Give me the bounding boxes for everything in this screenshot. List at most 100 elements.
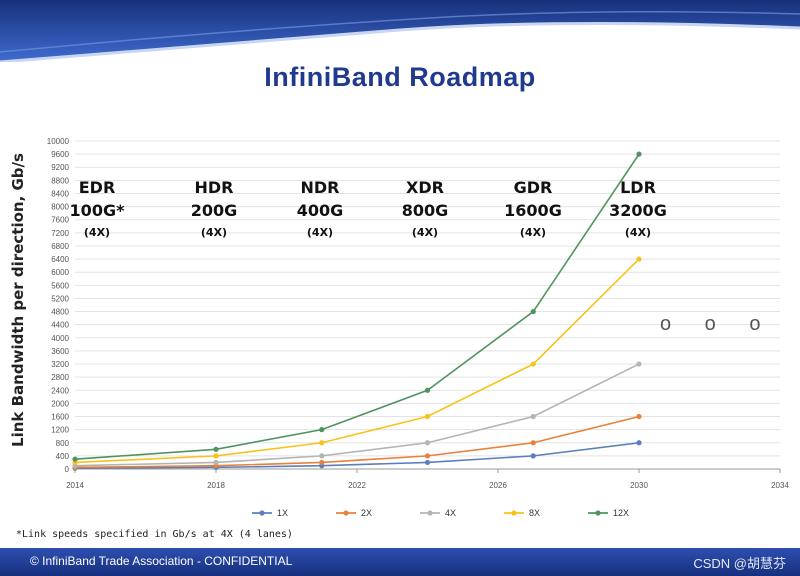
generation-lanes: (4X) — [624, 226, 652, 239]
data-point-4X — [319, 453, 325, 459]
generation-name: LDR — [620, 178, 656, 197]
series-line-4X — [74, 363, 640, 467]
generation-lanes: (4X) — [519, 226, 547, 239]
data-point-8X — [424, 413, 431, 420]
chart-title: InfiniBand Roadmap — [264, 62, 536, 92]
generation-speed: 800G — [401, 201, 449, 220]
generation-lanes: (4X) — [411, 226, 439, 239]
legend-label-2X: 2X — [361, 508, 372, 518]
y-tick-label: 9200 — [51, 163, 69, 172]
series-line-12X — [74, 153, 640, 460]
y-tick-label: 2400 — [51, 386, 69, 395]
data-point-12X — [213, 446, 219, 452]
legend-label-8X: 8X — [529, 508, 540, 518]
generation-ndr: NDR 400G (4X) — [285, 177, 355, 243]
data-point-4X — [636, 361, 642, 367]
y-tick-label: 7600 — [51, 216, 69, 225]
generation-name: GDR — [513, 178, 553, 197]
x-tick-label: 2026 — [489, 481, 507, 490]
y-tick-label: 4000 — [51, 334, 69, 343]
data-point-1X — [530, 453, 536, 459]
watermark: CSDN @胡慧芬 — [693, 556, 786, 571]
x-axis: 2014 2018 2022 2026 2030 2034 — [66, 468, 789, 490]
generation-name: NDR — [300, 178, 340, 197]
legend-marker-2X — [343, 510, 349, 516]
generation-speed: 100G* — [69, 201, 125, 220]
y-tick-label: 5200 — [51, 294, 69, 303]
y-tick-label: 9600 — [51, 150, 69, 159]
data-point-8X — [636, 256, 642, 262]
y-tick-label: 8800 — [51, 176, 69, 185]
y-tick-label: 3600 — [51, 347, 69, 356]
generation-ldr: LDR 3200G (4X) — [603, 177, 673, 243]
legend-label-12X: 12X — [613, 508, 629, 518]
y-tick-label: 7200 — [51, 229, 69, 238]
footer-text: © InfiniBand Trade Association - CONFIDE… — [30, 554, 293, 568]
y-tick-label: 0 — [65, 465, 70, 474]
y-tick-label: 8400 — [51, 189, 69, 198]
data-point-12X — [530, 308, 536, 315]
y-tick-label: 6400 — [51, 255, 69, 264]
generation-xdr: XDR 800G (4X) — [390, 177, 460, 243]
y-tick-label: 4800 — [51, 308, 69, 317]
y-tick-label: 5600 — [51, 281, 69, 290]
generation-speed: 1600G — [504, 201, 562, 220]
generation-name: HDR — [194, 178, 234, 197]
legend-marker-4X — [427, 510, 433, 516]
y-tick-label: 2800 — [51, 373, 69, 382]
generation-hdr: HDR 200G (4X) — [179, 177, 249, 243]
generation-lanes: (4X) — [200, 226, 228, 239]
x-tick-label: 2034 — [771, 481, 789, 490]
future-ellipsis: o o o — [660, 313, 775, 335]
generation-lanes: (4X) — [306, 226, 334, 239]
data-point-1X — [636, 440, 642, 446]
series-line-1X — [74, 441, 640, 469]
x-tick-label: 2014 — [66, 481, 84, 490]
x-tick-label: 2030 — [630, 481, 648, 490]
legend-label-4X: 4X — [445, 508, 456, 518]
y-tick-label: 4400 — [51, 321, 69, 330]
legend-marker-12X — [595, 510, 601, 516]
legend-marker-1X — [259, 510, 265, 516]
generation-speed: 200G — [190, 201, 238, 220]
y-tick-label: 2000 — [51, 399, 69, 408]
data-point-4X — [530, 413, 536, 420]
y-axis: 0 400 800 1200 1600 2000 2400 2800 3200 3600 4000 4… — [47, 137, 70, 474]
series-line-2X — [74, 415, 640, 469]
data-point-12X — [72, 456, 78, 462]
data-point-2X — [636, 413, 642, 420]
generation-edr: EDR 100G* (4X) — [62, 177, 132, 243]
y-tick-label: 6800 — [51, 242, 69, 251]
x-tick-label: 2022 — [348, 481, 366, 490]
data-point-2X — [424, 453, 431, 459]
y-tick-label: 1200 — [51, 426, 69, 435]
y-tick-label: 800 — [56, 439, 70, 448]
series-lines — [72, 151, 642, 471]
y-tick-label: 3200 — [51, 360, 69, 369]
generation-speed: 400G — [296, 201, 344, 220]
y-tick-label: 10000 — [47, 137, 70, 146]
y-tick-label: 1600 — [51, 413, 69, 422]
grid — [75, 140, 780, 470]
y-tick-label: 6000 — [51, 268, 69, 277]
y-tick-label: 400 — [56, 452, 70, 461]
data-point-4X — [213, 459, 219, 466]
footnote: *Link speeds specified in Gb/s at 4X (4 … — [16, 529, 293, 540]
generation-lanes: (4X) — [83, 226, 111, 239]
data-point-12X — [424, 387, 431, 393]
data-point-4X — [424, 440, 431, 446]
legend-label-1X: 1X — [277, 508, 288, 518]
data-point-1X — [424, 459, 431, 466]
data-point-8X — [530, 361, 536, 367]
legend: 1X 2X 4X 8X 12X — [252, 508, 629, 518]
series-line-8X — [74, 258, 640, 464]
header-banner — [0, 0, 800, 62]
generation-speed: 3200G — [609, 201, 667, 220]
y-tick-label: 8000 — [51, 203, 69, 212]
data-point-12X — [636, 151, 642, 157]
data-point-2X — [530, 440, 536, 446]
data-point-12X — [319, 427, 325, 433]
line-chart: 0 400 800 1200 1600 2000 2400 2800 3200 3600 4000 4… — [47, 137, 790, 518]
footer-bar: © InfiniBand Trade Association - CONFIDE… — [0, 548, 800, 576]
generation-name: XDR — [406, 178, 444, 197]
